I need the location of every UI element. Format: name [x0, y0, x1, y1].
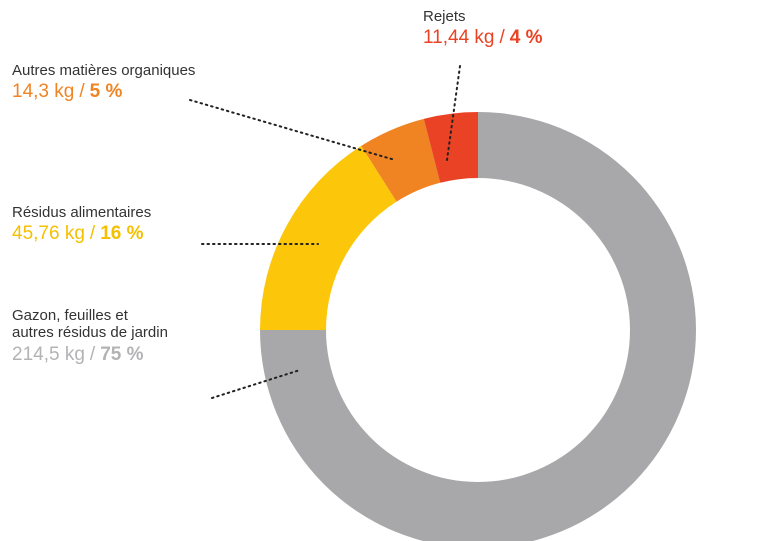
separator: /: [499, 27, 505, 49]
category-name: Gazon, feuilles et autres résidus de jar…: [12, 307, 168, 342]
leader-line: [211, 369, 301, 399]
donut-segment: [423, 112, 478, 183]
value-line: 45,76 kg/16 %: [12, 223, 151, 245]
percent-label: 75 %: [100, 343, 144, 365]
separator: /: [89, 343, 96, 365]
donut-segment: [260, 145, 397, 330]
percent-label: 4 %: [509, 27, 543, 49]
weight-label: 11,44 kg: [423, 27, 495, 49]
category-name: Rejets: [423, 8, 466, 25]
value-line: 14,3 kg/5 %: [12, 81, 195, 103]
leader-line: [446, 65, 461, 161]
separator: /: [89, 223, 96, 245]
segment-label: Autres matières organiques 14,3 kg/5 %: [12, 62, 195, 103]
percent-label: 16 %: [100, 223, 144, 245]
category-name: Autres matières organiques: [12, 62, 196, 79]
category-name: Résidus alimentaires: [12, 204, 152, 221]
segment-label: Résidus alimentaires 45,76 kg/16 %: [12, 204, 151, 245]
separator: /: [79, 81, 85, 103]
donut-segment: [361, 118, 441, 202]
weight-label: 14,3 kg: [12, 81, 75, 103]
weight-label: 45,76 kg: [12, 223, 85, 245]
weight-label: 214,5 kg: [12, 343, 85, 365]
leader-line: [189, 99, 396, 161]
value-line: 214,5 kg/75 %: [12, 344, 168, 366]
segment-label: Rejets 11,44 kg/4 %: [423, 8, 543, 49]
leader-lines: [189, 65, 461, 399]
value-line: 11,44 kg/4 %: [423, 27, 543, 49]
percent-label: 5 %: [89, 81, 123, 103]
segment-label: Gazon, feuilles et autres résidus de jar…: [12, 307, 168, 365]
donut-segment: [260, 112, 696, 541]
